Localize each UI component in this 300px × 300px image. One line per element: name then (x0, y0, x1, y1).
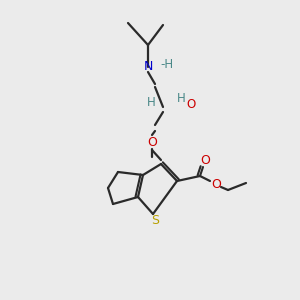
Text: O: O (147, 136, 157, 148)
Text: O: O (211, 178, 221, 190)
Text: H: H (177, 92, 185, 106)
Text: H: H (147, 95, 155, 109)
Text: O: O (200, 154, 210, 166)
Text: -H: -H (160, 58, 173, 71)
Text: N: N (143, 61, 153, 74)
Text: O: O (186, 98, 196, 110)
Text: S: S (151, 214, 159, 226)
